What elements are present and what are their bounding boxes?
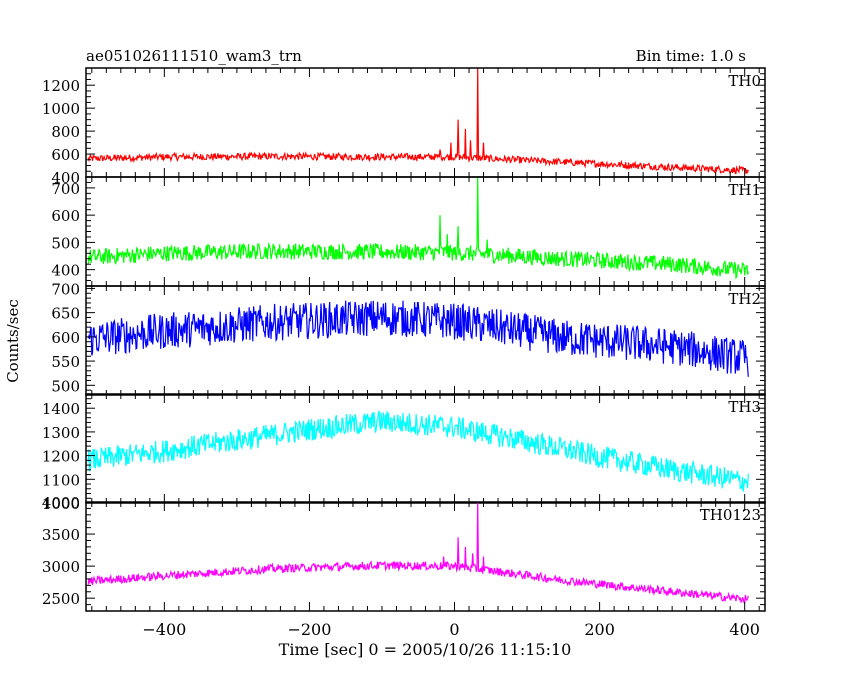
- series-line-TH0123: [87, 502, 749, 604]
- y-tick-label: 550: [51, 353, 80, 371]
- panel-label-TH0123: TH0123: [700, 506, 761, 524]
- y-tick-label: 1000: [42, 100, 80, 118]
- x-tick-label: −400: [142, 620, 186, 639]
- y-tick-label: 3000: [42, 558, 80, 576]
- series-line-TH3: [87, 410, 749, 492]
- panel-frame-TH2: [85, 285, 766, 396]
- y-tick-label: 1400: [42, 400, 80, 418]
- y-tick-label: 600: [51, 329, 80, 347]
- y-tick-label: 1300: [42, 424, 80, 442]
- panel-frame-TH1: [85, 176, 766, 287]
- x-tick-label: 200: [584, 620, 615, 639]
- y-tick-label: 700: [51, 280, 80, 298]
- y-tick-label: 1000: [42, 495, 80, 513]
- y-tick-label: 1200: [42, 77, 80, 95]
- y-tick-label: 600: [51, 207, 80, 225]
- y-tick-label: 600: [51, 146, 80, 164]
- panel-label-TH2: TH2: [728, 290, 761, 308]
- bin-time-label: Bin time: 1.0 s: [636, 47, 746, 65]
- x-tick-label: 400: [729, 620, 760, 639]
- y-axis-label: Counts/sec: [4, 299, 22, 383]
- x-axis-label: Time [sec] 0 = 2005/10/26 11:15:10: [279, 640, 572, 659]
- y-tick-label: 1100: [42, 471, 80, 489]
- chart-title: ae051026111510_wam3_trn: [86, 47, 302, 65]
- x-tick-label: −200: [287, 620, 331, 639]
- y-tick-label: 3500: [42, 526, 80, 544]
- panel-label-TH1: TH1: [728, 181, 761, 199]
- y-tick-label: 1200: [42, 448, 80, 466]
- series-line-TH0: [87, 68, 749, 175]
- y-tick-label: 650: [51, 305, 80, 323]
- y-tick-label: 2500: [42, 590, 80, 608]
- x-tick-label: 0: [449, 620, 459, 639]
- panels-group: 400 600 800 1000 1200 TH0 400 500 600 700 TH1 500 55…: [42, 67, 766, 639]
- y-tick-label: 500: [51, 234, 80, 252]
- panel-frame-TH0: [85, 67, 766, 178]
- y-tick-label: 700: [51, 180, 80, 198]
- y-tick-label: 400: [51, 169, 80, 187]
- series-line-TH1: [87, 177, 749, 280]
- y-tick-label: 400: [51, 262, 80, 280]
- series-line-TH2: [87, 300, 749, 377]
- y-tick-label: 500: [51, 377, 80, 395]
- panel-frame-TH0123: [85, 501, 766, 612]
- panel-label-TH3: TH3: [728, 398, 761, 416]
- panel-label-TH0: TH0: [728, 72, 761, 90]
- y-tick-label: 4000: [42, 494, 80, 512]
- y-tick-label: 800: [51, 123, 80, 141]
